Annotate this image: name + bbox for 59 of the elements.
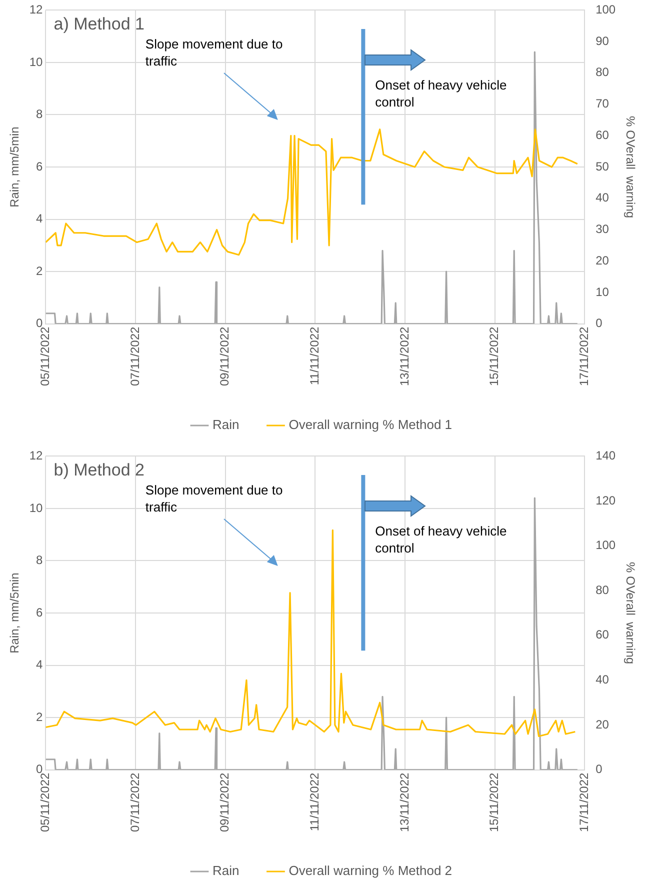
x-tick-label: 05/11/2022	[38, 772, 52, 832]
y-tick-label: 12	[29, 448, 44, 463]
y-tick-label: 12	[29, 2, 44, 17]
legend-label: Overall warning % Method 1	[288, 417, 452, 432]
y-tick-label: 8	[36, 107, 44, 122]
y2-tick-label: 40	[596, 672, 610, 687]
y2-axis-title: % OVerall warning	[623, 562, 638, 664]
x-tick-label: 17/11/2022	[576, 772, 591, 832]
y-tick-label: 6	[36, 159, 44, 174]
y2-tick-label: 70	[596, 96, 610, 111]
y-axis-title: Rain, mm/5min	[8, 572, 22, 654]
x-tick-label: 07/11/2022	[128, 772, 142, 832]
x-tick-label: 17/11/2022	[576, 326, 591, 386]
y-tick-label: 4	[36, 212, 44, 226]
y2-tick-label: 100	[596, 538, 616, 552]
ref-line-label: Onset of heavy vehicle control	[375, 77, 507, 110]
y-tick-label: 2	[36, 264, 44, 278]
y-tick-label: 10	[29, 500, 44, 515]
x-tick-label: 15/11/2022	[487, 326, 502, 386]
y2-tick-label: 30	[596, 222, 610, 236]
legend-label: Rain	[212, 417, 240, 432]
y2-tick-label: 10	[596, 284, 610, 299]
y2-tick-label: 100	[596, 2, 616, 17]
y2-tick-label: 0	[596, 762, 603, 776]
y2-tick-label: 140	[596, 448, 616, 463]
y2-tick-label: 20	[596, 253, 610, 268]
y2-tick-label: 80	[596, 582, 610, 597]
legend-label: Overall warning % Method 2	[288, 863, 452, 878]
x-tick-label: 11/11/2022	[307, 772, 322, 832]
y2-axis-title: % OVerall warning	[623, 116, 638, 218]
x-tick-label: 15/11/2022	[487, 772, 502, 832]
y2-tick-label: 0	[596, 316, 603, 330]
x-tick-label: 07/11/2022	[128, 326, 142, 386]
y-tick-label: 4	[36, 658, 44, 672]
y-tick-label: 2	[36, 710, 44, 724]
x-tick-label: 13/11/2022	[397, 772, 412, 832]
y-tick-label: 8	[36, 553, 44, 568]
x-tick-label: 09/11/2022	[218, 326, 232, 386]
chart-title: a) Method 1	[54, 14, 144, 34]
annotation: Slope movement due to traffic	[145, 482, 283, 515]
x-tick-label: 09/11/2022	[218, 772, 232, 832]
y-tick-label: 6	[36, 605, 44, 620]
y2-tick-label: 80	[596, 65, 610, 80]
y2-tick-label: 50	[596, 159, 610, 174]
ref-line-label: Onset of heavy vehicle control	[375, 523, 507, 556]
annotation: Slope movement due to traffic	[145, 36, 283, 69]
x-tick-label: 05/11/2022	[38, 326, 52, 386]
y2-tick-label: 20	[596, 717, 610, 732]
y-axis-title: Rain, mm/5min	[8, 126, 22, 208]
y2-tick-label: 60	[596, 628, 610, 642]
y2-tick-label: 40	[596, 190, 610, 205]
x-tick-label: 13/11/2022	[397, 326, 412, 386]
y2-tick-label: 60	[596, 128, 610, 142]
y2-tick-label: 90	[596, 34, 610, 48]
x-tick-label: 11/11/2022	[307, 326, 322, 386]
chart-title: b) Method 2	[54, 460, 144, 480]
y-tick-label: 10	[29, 54, 44, 69]
y2-tick-label: 120	[596, 493, 616, 508]
legend-label: Rain	[212, 863, 240, 878]
